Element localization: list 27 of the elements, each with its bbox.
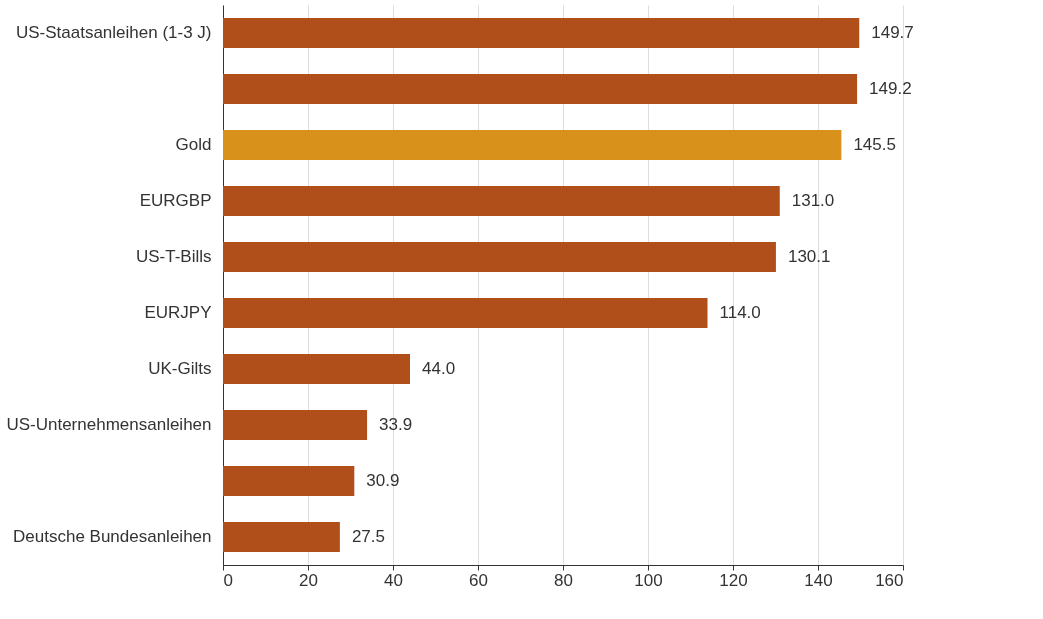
x-tick-label: 0 xyxy=(223,570,233,590)
y-tick-label: EURJPY xyxy=(144,303,212,322)
y-tick-label: US-Unternehmensanleihen xyxy=(6,415,212,434)
data-label: 30.9 xyxy=(366,471,400,490)
x-tick-label: 140 xyxy=(804,570,833,590)
y-tick-label: EURGBP xyxy=(139,191,212,210)
x-tick-label: 80 xyxy=(554,570,573,590)
data-label: 114.0 xyxy=(719,303,761,322)
y-tick-label: Gold xyxy=(175,135,212,154)
x-tick-label: 160 xyxy=(875,570,904,590)
data-label: 44.0 xyxy=(422,359,456,378)
data-label: 149.2 xyxy=(869,79,912,98)
x-tick-label: 40 xyxy=(384,570,403,590)
data-label: 33.9 xyxy=(379,415,413,434)
data-label: 145.5 xyxy=(853,135,896,154)
data-label: 131.0 xyxy=(791,191,835,210)
data-label: 149.7 xyxy=(871,23,914,42)
y-tick-label: US-Staatsanleihen (1-3 J) xyxy=(15,23,212,42)
y-tick-label: US-T-Bills xyxy=(135,247,212,266)
x-tick-label: 120 xyxy=(719,570,748,590)
y-tick-label: Deutsche Bundesanleihen xyxy=(13,527,212,546)
x-tick-label: 20 xyxy=(299,570,318,590)
data-label: 130.1 xyxy=(787,247,831,266)
y-tick-label: UK-Gilts xyxy=(148,359,212,378)
data-label: 27.5 xyxy=(351,527,385,546)
x-tick-label: 100 xyxy=(634,570,663,590)
x-tick-label: 60 xyxy=(469,570,488,590)
